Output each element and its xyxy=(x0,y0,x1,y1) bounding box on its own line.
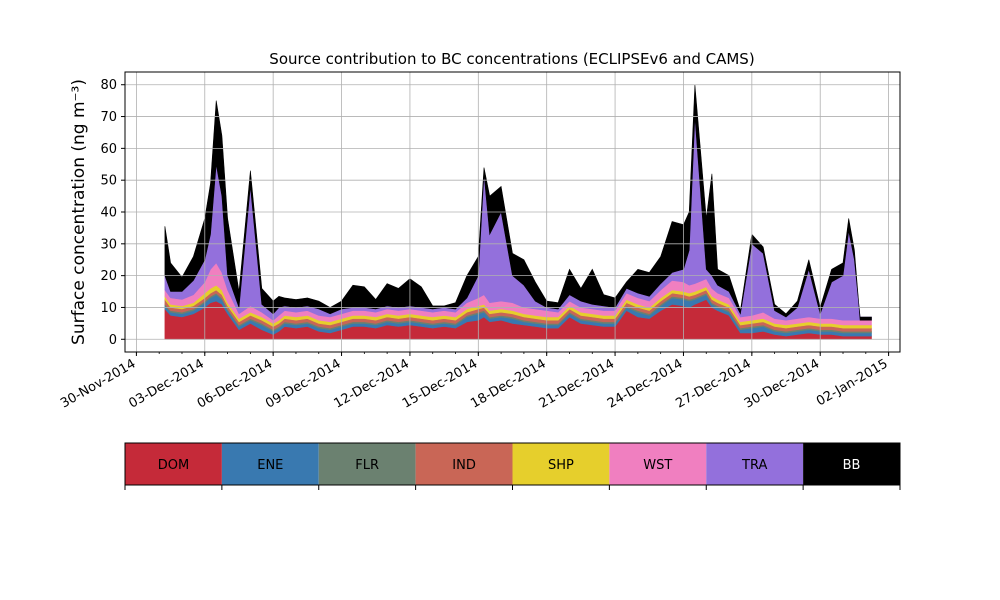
legend-swatch-dom xyxy=(125,443,222,485)
legend-label-ind: IND xyxy=(452,458,476,473)
y-tick-label: 70 xyxy=(100,110,117,125)
legend-swatch-tra xyxy=(706,443,804,485)
chart-title: Source contribution to BC concentrations… xyxy=(269,50,754,68)
legend-label-dom: DOM xyxy=(158,458,189,473)
y-tick-label: 80 xyxy=(100,78,117,93)
y-axis: 0 10 20 30 40 50 60 70 80 xyxy=(100,78,125,348)
y-tick-label: 60 xyxy=(100,142,117,157)
plot-area xyxy=(164,84,872,340)
y-tick-label: 10 xyxy=(100,301,117,316)
legend-swatch-bb xyxy=(803,443,900,485)
legend-swatch-wst xyxy=(609,443,707,485)
grid-lines xyxy=(125,72,900,352)
legend-label-wst: WST xyxy=(643,458,672,473)
y-axis-label: Surface concentration (ng m⁻³) xyxy=(69,79,89,345)
legend-swatch-ene xyxy=(221,443,319,485)
area-series-bb xyxy=(164,84,872,321)
legend-label-ene: ENE xyxy=(257,458,283,473)
legend-label-bb: BB xyxy=(843,458,861,473)
y-tick-label: 20 xyxy=(100,269,117,284)
y-tick-label: 40 xyxy=(100,206,117,221)
legend-swatch-flr xyxy=(318,443,416,485)
legend-swatch-ind xyxy=(415,443,513,485)
legend: DOM ENE FLR IND SHP WST TRA BB xyxy=(124,442,901,490)
legend-label-tra: TRA xyxy=(741,458,767,473)
legend-swatch-shp xyxy=(512,443,610,485)
stacked-areas xyxy=(164,84,872,340)
y-tick-label: 0 xyxy=(109,333,117,348)
y-tick-label: 30 xyxy=(100,237,117,252)
legend-label-shp: SHP xyxy=(548,458,574,473)
y-tick-label: 50 xyxy=(100,174,117,189)
legend-label-flr: FLR xyxy=(355,458,379,473)
